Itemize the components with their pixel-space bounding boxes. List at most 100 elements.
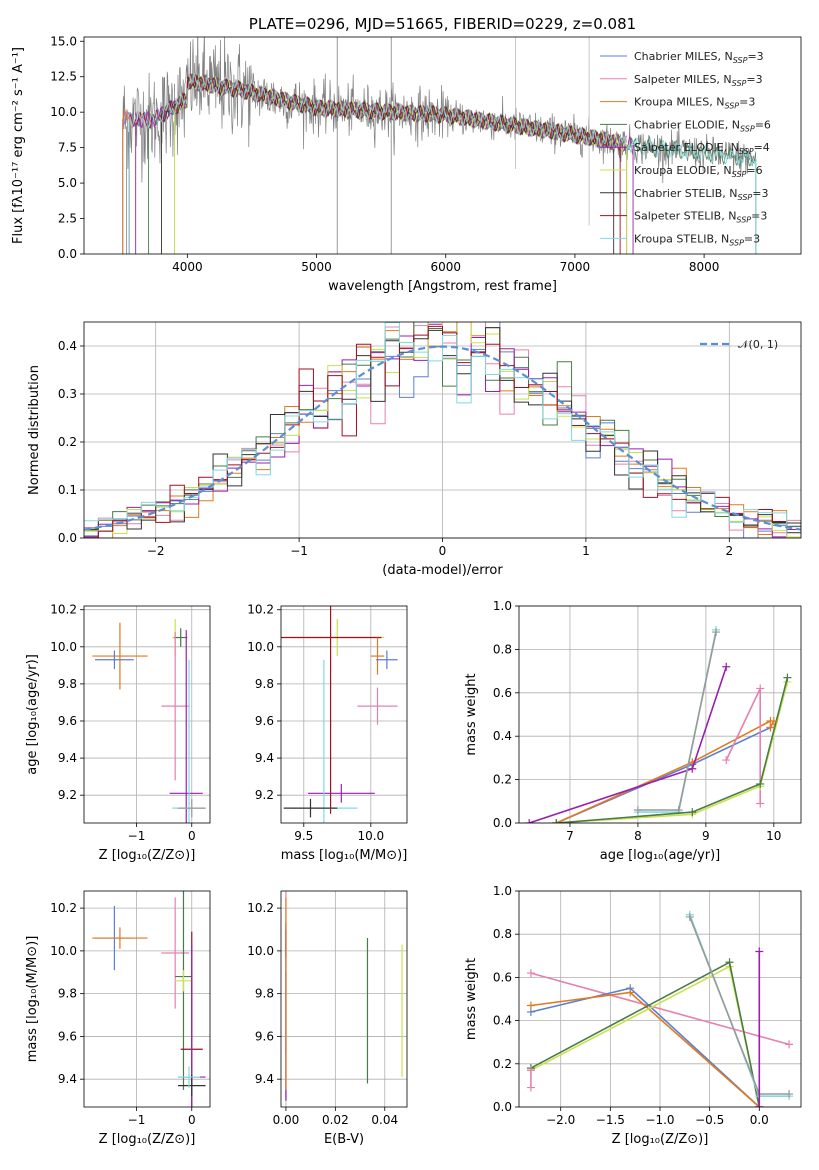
series-marker [526,969,535,978]
x-tick-label: 4000 [172,260,203,274]
y-tick-label: 10.0 [50,640,77,654]
y-axis-label: Normed distribution [27,365,42,495]
y-tick-label: 9.8 [58,677,77,691]
legend-entry: 𝒩(0, 1) [738,338,778,351]
series-line [530,965,761,1107]
y-tick-label: 0.2 [58,435,77,449]
x-tick-label: 0 [188,1113,196,1127]
y-tick-label: 0.4 [493,1014,512,1028]
x-tick-label: −1 [128,1113,146,1127]
y-tick-label: 9.4 [58,751,77,765]
plot-area [281,606,398,823]
x-tick-label: 9.5 [294,829,313,843]
series-marker [783,673,792,682]
y-axis-label: age [log₁₀(age/yr)] [25,654,40,775]
x-axis-label: Z [log₁₀(Z/Z⊙)] [99,848,196,863]
x-tick-label: −1 [290,544,308,558]
legend-entry: Kroupa MILES, NSSP=3 [634,96,755,111]
y-tick-label: 9.4 [255,751,274,765]
y-tick-label: 9.8 [255,987,274,1001]
y-tick-label: 0.4 [493,729,512,743]
y-tick-label: 0.2 [493,1057,512,1071]
y-tick-label: 1.0 [493,599,512,613]
x-tick-label: −1.0 [645,1113,674,1127]
x-tick-label: −2 [147,544,165,558]
series-marker [688,808,697,817]
x-tick-label: 10 [766,829,781,843]
x-tick-label: 10.0 [357,829,384,843]
y-tick-label: 10.2 [247,603,274,617]
legend-entry: Kroupa STELIB, NSSP=3 [634,232,760,247]
series-line [528,666,728,823]
model-line [135,72,633,152]
legend-entry: Kroupa ELODIE, NSSP=6 [634,164,763,179]
axes-frame [518,890,802,1108]
y-tick-label: 12.5 [50,70,77,84]
x-tick-label: −0.5 [695,1113,724,1127]
y-tick-label: 0.2 [493,773,512,787]
x-axis-label: Z [log₁₀(Z/Z⊙)] [612,1132,709,1147]
y-tick-label: 9.6 [58,714,77,728]
series-line [530,972,790,1046]
axes-frame [83,890,211,1108]
x-tick-label: 2 [725,544,733,558]
y-tick-label: 10.0 [50,944,77,958]
y-tick-label: 9.2 [58,788,77,802]
series-marker [769,717,778,726]
plot-area [84,322,801,538]
y-tick-label: 10.2 [50,603,77,617]
x-axis-label: (data-model)/error [382,563,503,578]
panel-age_vs_mass: 9.5 10.0 9.2 9.4 9.6 9.8 10.0 10.2 mass [log₁₀(M… [247,603,408,863]
series-marker [712,628,721,637]
series-marker [552,819,561,823]
y-tick-label: 15.0 [50,34,77,48]
y-axis-label: Flux [fλ10⁻¹⁷ erg cm⁻² s⁻¹ A⁻¹] [11,47,26,244]
y-tick-label: 1.0 [493,884,512,898]
y-tick-label: 9.6 [58,1029,77,1043]
panel-mass_vs_ebv: 0.00 0.02 0.04 9.4 9.6 9.8 10.0 10.2 E(B-V) [247,890,408,1147]
model-line [128,72,756,167]
series-marker [755,947,764,956]
x-axis-label: wavelength [Angstrom, rest frame] [328,279,557,294]
axes-frame [83,605,211,824]
legend-entry: Chabrier STELIB, NSSP=3 [634,187,768,202]
plot-area [526,910,794,1107]
y-tick-label: 7.5 [58,141,77,155]
panel-spectrum: 4000 5000 6000 7000 8000 0.0 2.5 5.0 7.5 10.0 12.5… [11,15,802,294]
y-tick-label: 10.0 [50,105,77,119]
x-tick-label: −1.5 [596,1113,625,1127]
model-line [128,73,621,152]
y-tick-label: 9.8 [58,987,77,1001]
x-axis-label: Z [log₁₀(Z/Z⊙)] [99,1132,196,1147]
x-tick-label: 8000 [689,260,720,274]
x-tick-label: 5000 [301,260,332,274]
y-tick-label: 0.6 [493,686,512,700]
x-tick-label: 0.0 [750,1113,769,1127]
y-tick-label: 9.2 [255,788,274,802]
y-tick-label: 9.6 [255,714,274,728]
panel-massweight_vs_Z: −2.0 −1.5 −1.0 −0.5 0.0 0.0 0.2 0.4 0.6 0.8 1.0 Z [… [464,884,802,1147]
series-marker [756,779,765,788]
y-tick-label: 0.0 [58,247,77,261]
x-tick-label: 0.00 [273,1113,300,1127]
series-marker [785,1040,794,1049]
gaussian-curve [84,345,801,531]
plot-area [92,891,206,1107]
series-marker [685,912,694,921]
x-tick-label: −1 [128,829,146,843]
panel-residuals: −2 −1 0 1 2 0.0 0.1 0.2 0.3 0.4 (data-model)/error… [27,321,802,578]
x-tick-label: 8 [634,829,642,843]
series-marker [722,756,731,765]
panel-massweight_vs_age: 7 8 9 10 0.0 0.2 0.4 0.6 0.8 1.0 age [log₁₀(age/yr… [464,599,802,863]
model-line [161,74,614,148]
series-line [689,916,790,1095]
legend-entry: Salpeter MILES, NSSP=3 [634,73,763,88]
y-tick-label: 9.8 [255,677,274,691]
series-marker [526,1066,535,1075]
y-tick-label: 0.3 [58,387,77,401]
series-line [637,629,717,813]
x-axis-label: mass [log₁₀(M/M⊙)] [281,848,408,863]
chart-title: PLATE=0296, MJD=51665, FIBERID=0229, z=0… [249,15,636,33]
y-tick-label: 0.8 [493,927,512,941]
